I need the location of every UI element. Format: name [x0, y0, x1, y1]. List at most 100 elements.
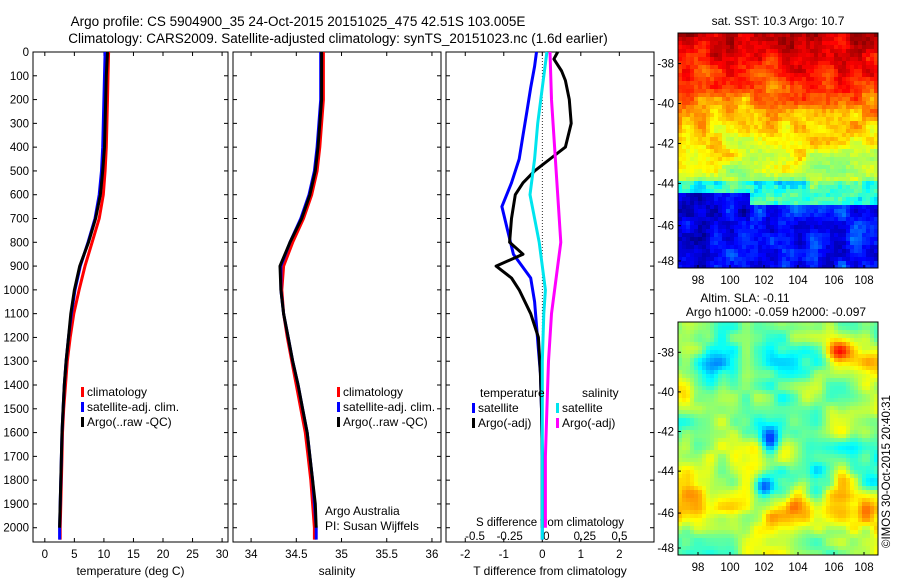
legend-label: Argo(..raw -QC): [87, 415, 172, 429]
x-tick-label: 35: [335, 549, 348, 561]
legend-swatch: [81, 387, 84, 397]
plot-frame: [32, 51, 229, 543]
map-x-tick-label: 98: [692, 562, 705, 574]
sla-map-frame: [677, 321, 879, 556]
depth-tick-label: 1900: [3, 499, 29, 511]
map-x-tick-label: 104: [788, 562, 808, 574]
legend-swatch: [337, 387, 340, 397]
maps-panel: -38 -40 -42 -44 -46 -48 98 100 102 104 106 108 -38 -4…: [657, 14, 879, 574]
legend-swatch: [556, 418, 559, 428]
map-x-tick-label: 108: [854, 562, 873, 574]
depth-tick-label: 900: [10, 261, 29, 273]
legend-label: satellite-adj. clim.: [343, 400, 435, 414]
x-tick-label: 30: [216, 549, 229, 561]
legend-label: climatology: [343, 385, 403, 399]
s-tick-label: 0: [543, 531, 549, 543]
depth-tick-label: 1000: [3, 285, 29, 297]
depth-tick-label: 200: [10, 95, 29, 107]
x-axis-label: salinity: [319, 564, 356, 578]
map-y-tick-label: -40: [657, 99, 674, 111]
x-tick-label: -1: [499, 549, 509, 561]
x-tick-label: 35.5: [376, 549, 398, 561]
legend-title-salinity: salinity: [582, 386, 619, 400]
depth-tick-label: 600: [10, 190, 29, 202]
map-y-tick-label: -40: [657, 387, 674, 399]
x-axis-label: T difference from climatology: [473, 564, 627, 578]
x-tick-label: 34.5: [285, 549, 307, 561]
depth-tick-label: 0: [23, 47, 29, 59]
series-line-argorawqc: [58, 51, 109, 528]
sst-map-image: [678, 33, 879, 269]
x-tick-label: 5: [71, 549, 77, 561]
sst-map: [677, 32, 879, 269]
figure-title-line2: Climatology: CARS2009. Satellite-adjuste…: [68, 31, 608, 46]
series-line-salinity-argoadj: [543, 51, 563, 528]
legend-label: satellite-adj. clim.: [87, 400, 179, 414]
legend-label: Argo(-adj): [562, 416, 615, 430]
map-x-tick-label: 100: [720, 275, 739, 287]
sst-map-axes: -38 -40 -42 -44 -46 -48 98 100 102 104 106 108: [657, 59, 873, 287]
depth-tick-label: 700: [10, 214, 29, 226]
legend-title-temperature: temperature: [480, 386, 545, 400]
depth-tick-label: 1800: [3, 475, 29, 487]
plot-difference: -2 -1 0 1 2 T difference from climatology S di…: [445, 51, 655, 578]
depth-tick-label: 2000: [3, 523, 29, 535]
map-x-tick-label: 98: [692, 275, 705, 287]
depth-tick-label: 400: [10, 142, 29, 154]
credit-text: ©IMOS 30-Oct-2015 20:40:31: [881, 395, 893, 548]
depth-tick-label: 800: [10, 237, 29, 249]
map-x-tick-label: 100: [720, 562, 739, 574]
depth-tick-label: 100: [10, 71, 29, 83]
map-y-tick-label: -48: [657, 543, 674, 555]
plot-salinity: 34 34.5 35 35.5 36 salinity climatologysatelli…: [232, 51, 442, 578]
depth-tick-label: 1300: [3, 356, 29, 368]
depth-tick-label: 300: [10, 118, 29, 130]
plot-temperature: 0100200300400500600700800900100011001200…: [3, 47, 229, 578]
x-tick-label: 2: [616, 549, 622, 561]
map-y-tick-label: -44: [657, 178, 674, 190]
x-axis-label: temperature (deg C): [76, 564, 184, 578]
map-x-tick-label: 106: [824, 562, 843, 574]
depth-tick-label: 1400: [3, 380, 29, 392]
legend-swatch: [81, 402, 84, 412]
map-x-tick-label: 106: [824, 275, 843, 287]
depth-tick-label: 1200: [3, 332, 29, 344]
sla-map-title: Altim. SLA: -0.11: [700, 291, 789, 305]
s-tick-label: 0.5: [611, 531, 627, 543]
map-y-tick-label: -38: [657, 59, 674, 71]
x-tick-label: 0: [539, 549, 545, 561]
legend-label: climatology: [87, 385, 147, 399]
map-y-tick-label: -44: [657, 466, 674, 478]
x-tick-label: 36: [426, 549, 439, 561]
x-tick-label: 0: [42, 549, 48, 561]
map-x-tick-label: 108: [854, 275, 873, 287]
legend-swatch: [337, 417, 340, 427]
x-tick-label: -2: [460, 549, 470, 561]
sla-map-subtitle: Argo h1000: -0.059 h2000: -0.097: [686, 305, 866, 319]
sla-map-image: [678, 322, 879, 556]
s-tick-label: -0.5: [465, 531, 485, 543]
s-tick-label: -0.25: [497, 531, 523, 543]
annotation-text: PI: Susan Wijffels: [325, 519, 419, 533]
series-line-salinity-satellite: [528, 51, 549, 540]
map-x-tick-label: 102: [754, 275, 773, 287]
sst-map-frame: [677, 32, 879, 269]
plot-frame: [232, 51, 442, 543]
map-x-tick-label: 104: [788, 275, 808, 287]
legend-label: Argo(..raw -QC): [343, 415, 428, 429]
map-y-tick-label: -48: [657, 256, 674, 268]
x-tick-label: 10: [98, 549, 111, 561]
series-line-temperature-argoadj: [494, 51, 573, 528]
series-line-argorawqc: [278, 52, 324, 528]
x-tick-label: 25: [186, 549, 199, 561]
map-y-tick-label: -46: [657, 508, 674, 520]
legend-swatch: [472, 418, 475, 428]
sst-map-title: sat. SST: 10.3 Argo: 10.7: [712, 14, 845, 28]
depth-tick-label: 500: [10, 166, 29, 178]
legend-swatch: [337, 402, 340, 412]
map-x-tick-label: 102: [754, 562, 773, 574]
x-tick-label: 15: [127, 549, 140, 561]
map-y-tick-label: -42: [657, 138, 674, 150]
depth-tick-label: 1500: [3, 404, 29, 416]
